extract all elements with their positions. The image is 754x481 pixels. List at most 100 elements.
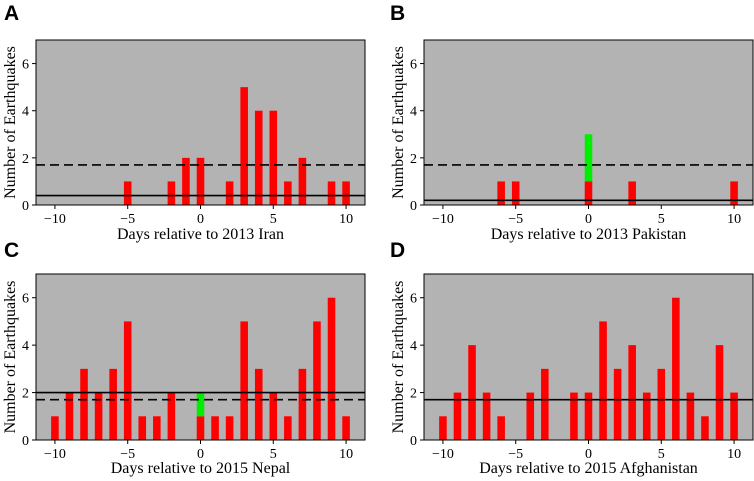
bar-c-day--6 [109,368,117,440]
y-axis-label-c: Number of Earthquakes [2,281,19,434]
bar-a-day-6 [284,181,292,205]
panel-d: −10 −5 0 5 10 0 2 4 6 Days relative to 2015 Afgha… [390,239,754,477]
bar-b-day--5 [511,181,520,205]
bar-c-day-2 [225,416,234,440]
highlight-bar-c-day-0 [196,392,205,417]
y-tick-label-c-4: 4 [22,339,29,354]
panel-a: −10 −5 0 5 10 0 2 4 6 Days relative to 2013 Iran N… [2,2,366,243]
x-tick-label-d--5: −5 [508,447,523,462]
y-tick-label-d-0: 0 [410,434,417,449]
bar-d-day-5 [657,368,666,440]
bar-b-day-3 [628,181,636,205]
bar-d-day--1 [570,392,578,440]
bar-d-day-10 [730,392,738,440]
x-tick-label-a--10: −10 [44,212,66,227]
bar-a-day-9 [327,181,336,205]
y-axis-label-b: Number of Earthquakes [390,46,407,199]
bar-c-day-10 [342,416,350,440]
y-tick-label-d-6: 6 [410,292,417,307]
bar-a-day-4 [254,110,263,205]
x-tick-label-c-5: 5 [270,447,277,462]
bar-a-day-10 [342,181,350,205]
x-tick-label-d-10: 10 [727,447,741,462]
bar-c-day--7 [94,392,103,440]
bar-c-day--3 [153,416,161,440]
bar-a-day--5 [123,181,132,205]
x-tick-label-a-0: 0 [197,212,204,227]
y-tick-label-a-2: 2 [22,152,29,167]
bar-c-day--2 [167,392,176,440]
x-tick-label-a--5: −5 [120,212,135,227]
bar-a-day-5 [269,110,278,205]
highlight-bar-b-day-0 [584,134,593,182]
x-tick-label-d-5: 5 [658,447,665,462]
y-tick-label-d-4: 4 [410,339,417,354]
y-axis-label-a: Number of Earthquakes [2,46,19,199]
panel-c: −10 −5 0 5 10 0 2 4 6 Days relative to 2015 Nepal… [2,239,366,477]
bar-d-day-9 [715,345,724,440]
x-tick-label-b--5: −5 [508,212,523,227]
x-axis-label-a: Days relative to 2013 Iran [117,226,284,243]
x-tick-label-b-0: 0 [585,212,592,227]
bar-c-day-8 [313,321,321,440]
y-tick-label-d-2: 2 [410,387,417,402]
x-tick-label-c--5: −5 [120,447,135,462]
bar-c-day--9 [65,392,74,440]
bar-a-day-2 [225,181,234,205]
bar-c-day--8 [80,368,88,440]
bar-c-day-7 [298,368,307,440]
y-tick-label-b-4: 4 [410,105,417,120]
bar-d-day--7 [482,392,491,440]
y-tick-label-a-4: 4 [22,105,29,120]
panel-letter-c: C [4,239,19,262]
bar-d-day--9 [453,392,462,440]
bar-d-day--10 [439,416,447,440]
bar-d-day-4 [642,392,651,440]
bar-d-day-8 [701,416,709,440]
bar-a-day--1 [182,157,190,205]
bar-d-day-6 [672,297,680,440]
panel-letter-d: D [390,239,405,262]
x-tick-label-a-10: 10 [339,212,353,227]
panel-letter-b: B [390,2,405,25]
bar-a-day--2 [167,181,176,205]
x-tick-label-b-5: 5 [658,212,665,227]
bar-d-day-3 [628,345,636,440]
bar-c-day-0 [196,416,205,440]
bar-c-day--4 [138,416,147,440]
x-tick-label-d--10: −10 [432,447,454,462]
y-tick-label-a-6: 6 [22,58,29,73]
bar-d-day-7 [686,392,695,440]
x-tick-label-b--10: −10 [432,212,454,227]
y-tick-label-b-2: 2 [410,152,417,167]
bar-b-day-10 [730,181,738,205]
bar-d-day--3 [541,368,549,440]
bar-c-day-4 [254,368,263,440]
x-axis-label-b: Days relative to 2013 Pakistan [491,226,687,243]
x-axis-label-d: Days relative to 2015 Afghanistan [479,460,698,477]
bar-c-day-9 [327,297,336,440]
y-tick-label-b-0: 0 [410,199,417,214]
bar-d-day-1 [599,321,607,440]
y-tick-label-b-6: 6 [410,58,417,73]
bar-c-day-3 [240,321,248,440]
y-tick-label-c-6: 6 [22,292,29,307]
x-tick-label-c-10: 10 [339,447,353,462]
bar-a-day-7 [298,157,307,205]
y-tick-label-c-2: 2 [22,387,29,402]
x-tick-label-b-10: 10 [727,212,741,227]
bar-b-day--6 [497,181,505,205]
bar-d-day--6 [497,416,505,440]
y-tick-label-a-0: 0 [22,199,29,214]
bar-d-day-0 [584,392,593,440]
bar-a-day-0 [196,157,205,205]
bar-b-day-0 [584,181,593,205]
y-axis-label-d: Number of Earthquakes [390,281,407,434]
bar-c-day-1 [211,416,219,440]
x-tick-label-c--10: −10 [44,447,66,462]
bar-d-day-2 [613,368,622,440]
y-tick-label-c-0: 0 [22,434,29,449]
x-tick-label-d-0: 0 [585,447,592,462]
panel-b: −10 −5 0 5 10 0 2 4 6 Days relative to 2013 Pakis… [390,2,754,243]
